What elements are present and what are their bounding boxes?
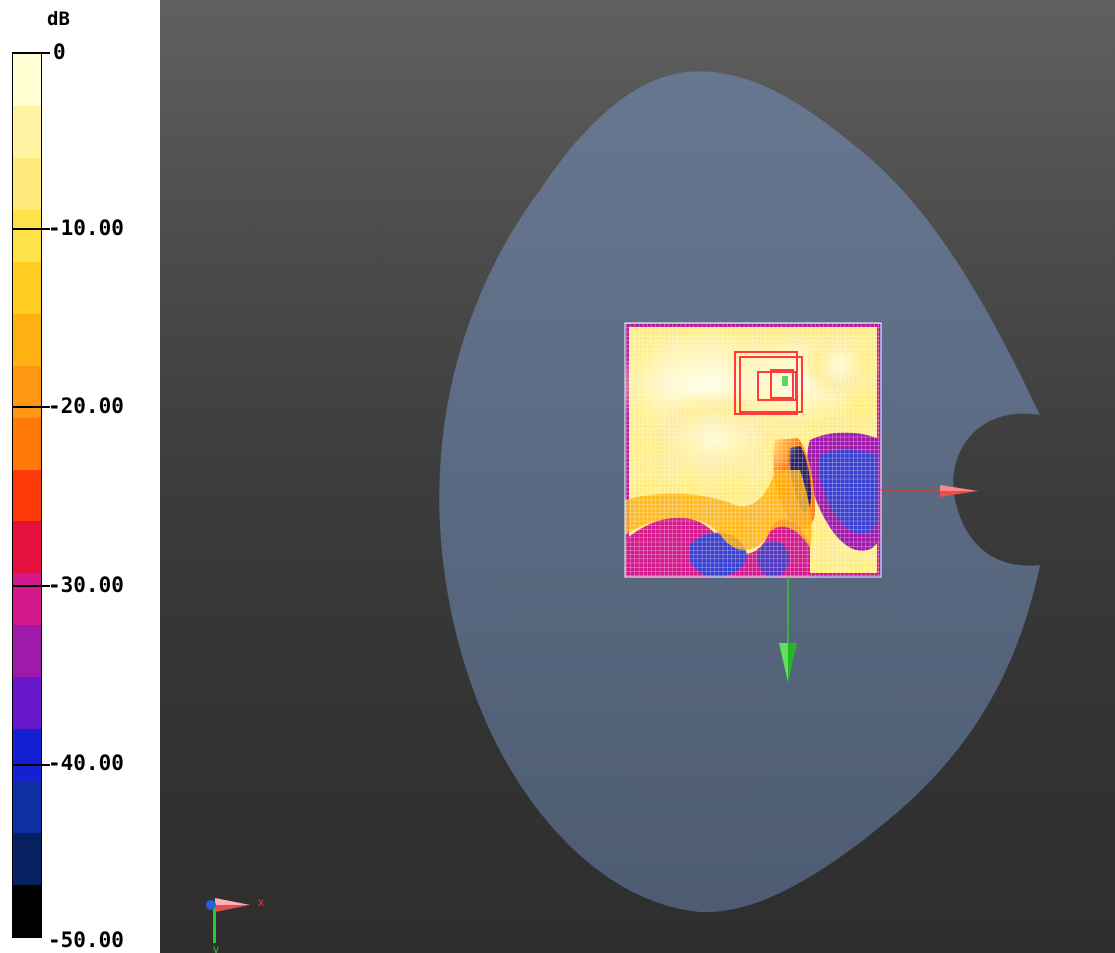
legend-band <box>13 833 41 885</box>
legend-unit-label: dB <box>47 8 70 30</box>
legend-band <box>13 366 41 418</box>
legend-tick-10 <box>12 228 50 230</box>
legend-tick-40 <box>12 764 50 766</box>
zoom-scan-boxes[interactable] <box>734 351 803 415</box>
x-axis-arrow <box>881 485 978 497</box>
color-scale-legend: dB 0 -10.00 -20.00 -30.00 -40.00 -50.00 <box>0 0 160 953</box>
legend-band <box>13 625 41 677</box>
sar-field-map[interactable] <box>615 323 881 577</box>
legend-band <box>13 470 41 521</box>
legend-band <box>13 314 41 366</box>
legend-label-40: -40.00 <box>48 751 124 775</box>
y-axis-arrow <box>779 577 797 682</box>
legend-band <box>13 210 41 262</box>
legend-band <box>13 418 41 470</box>
grid-border <box>624 322 882 578</box>
legend-band <box>13 521 41 573</box>
peak-marker <box>782 376 788 386</box>
legend-band <box>13 106 41 158</box>
triad-y-label: y <box>213 942 219 953</box>
legend-label-30: -30.00 <box>48 573 124 597</box>
legend-tick-30 <box>12 585 50 587</box>
3d-viewport[interactable]: x y <box>160 0 1115 953</box>
scene-svg: x y <box>206 71 1041 953</box>
legend-band <box>13 158 41 210</box>
legend-band <box>13 677 41 729</box>
triad-x-label: x <box>258 895 264 909</box>
legend-band <box>13 781 41 833</box>
color-scale-bar <box>12 53 42 938</box>
legend-band <box>13 54 41 106</box>
legend-label-0: 0 <box>53 40 66 64</box>
legend-label-50: -50.00 <box>48 928 124 952</box>
legend-tick-20 <box>12 406 50 408</box>
legend-band <box>13 573 41 625</box>
legend-band <box>13 729 41 781</box>
legend-band <box>13 262 41 314</box>
legend-label-10: -10.00 <box>48 216 124 240</box>
orientation-triad <box>206 898 250 943</box>
legend-tick-0 <box>12 52 50 54</box>
legend-band <box>13 885 41 937</box>
legend-label-20: -20.00 <box>48 394 124 418</box>
